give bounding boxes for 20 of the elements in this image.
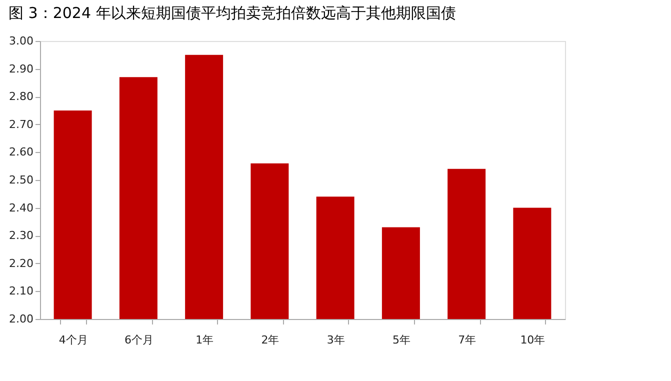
- x-tick-label: 5年: [392, 334, 410, 346]
- y-tick-label: 2.10: [9, 284, 34, 298]
- x-tick-label: 10年: [520, 334, 546, 346]
- y-tick-label: 2.50: [9, 174, 34, 186]
- y-tick-label: 2.90: [9, 62, 34, 76]
- chart-title: 图 3：2024 年以来短期国债平均拍卖竞拍倍数远高于其他期限国债: [8, 4, 456, 22]
- x-tick-label: 3年: [326, 334, 345, 346]
- y-tick-label: 2.70: [9, 118, 34, 131]
- x-tick-label: 7年: [458, 334, 476, 346]
- y-tick-label: 2.60: [9, 146, 34, 159]
- x-tick-label: 1年: [196, 334, 214, 346]
- y-tick-label: 3.00: [9, 34, 34, 48]
- y-tick-label: 2.00: [9, 312, 34, 326]
- y-tick-label: 2.30: [9, 229, 34, 242]
- y-tick-label: 2.40: [9, 201, 34, 214]
- x-tick-label: 2年: [261, 334, 280, 346]
- x-tick-label: 4个月: [58, 334, 88, 346]
- y-tick-label: 2.20: [9, 256, 34, 270]
- y-tick-label: 2.80: [9, 90, 34, 104]
- x-tick-label: 6个月: [124, 334, 154, 346]
